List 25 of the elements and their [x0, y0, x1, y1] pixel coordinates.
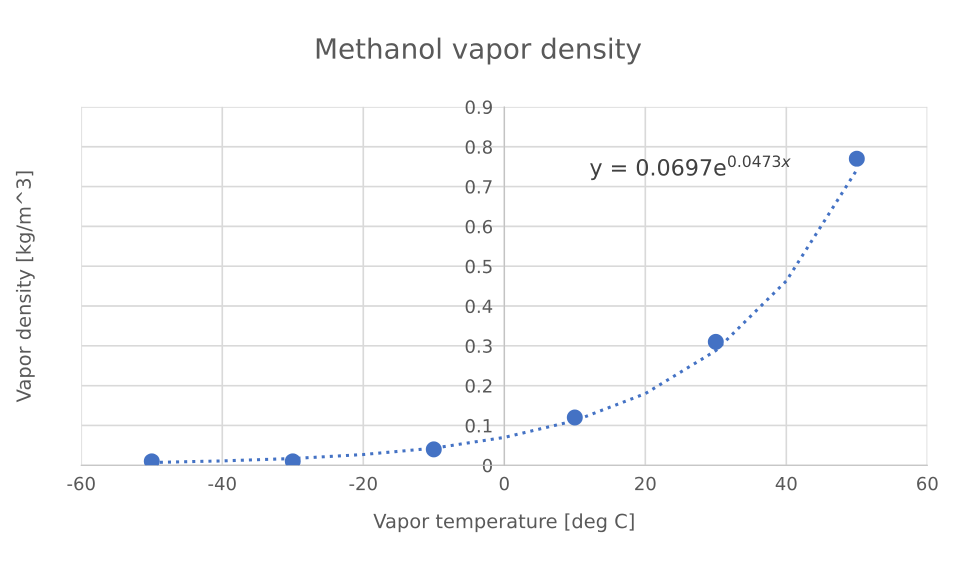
y-tick-label: 0.3	[466, 339, 492, 353]
x-tick-label: 40	[776, 476, 797, 490]
y-tick-label: 0.8	[466, 140, 492, 154]
x-tick-label: -40	[208, 476, 236, 490]
y-tick-label: 0.2	[466, 379, 492, 393]
y-tick-label: 0.6	[466, 220, 492, 234]
x-tick-label: 0	[500, 476, 509, 490]
annotation: y = 0.0697e$^{0.0473x}$	[590, 155, 791, 180]
y-tick-label: 0.9	[466, 100, 492, 114]
point	[708, 334, 724, 350]
y-tick-label: 0	[482, 458, 492, 472]
x-axis-title: Vapor temperature [deg C]	[373, 513, 634, 532]
x-tick-label: 20	[635, 476, 656, 490]
x-tick-label: -20	[349, 476, 377, 490]
y-axis-title: Vapor density [kg/m^3]	[16, 172, 35, 402]
y-tick-label: 0.1	[466, 418, 492, 433]
y-tick-label: 0.4	[466, 299, 492, 314]
x-tick-label: -60	[67, 476, 95, 490]
y-tick-label: 0.7	[466, 180, 492, 194]
point	[848, 150, 865, 167]
x-tick-label: 60	[917, 476, 938, 490]
chart-title: Methanol vapor density	[316, 38, 642, 64]
point	[566, 410, 583, 426]
y-tick-label: 0.5	[466, 260, 492, 274]
point	[426, 441, 442, 458]
